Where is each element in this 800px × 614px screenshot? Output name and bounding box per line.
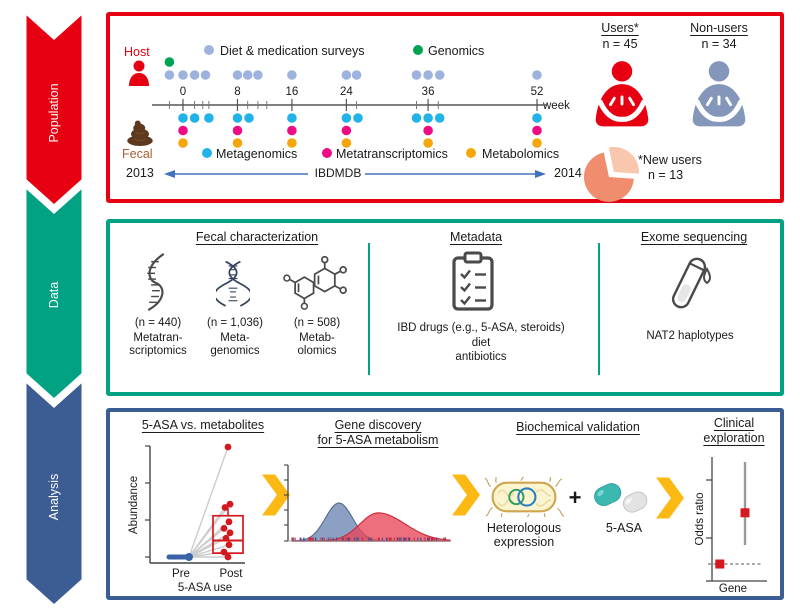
genomics-legend-dot bbox=[413, 45, 423, 55]
metatranscriptomics-name-1: Metatran- bbox=[133, 332, 183, 344]
new-users-count: n = 13 bbox=[648, 168, 684, 182]
bacteria-heterologous-expression-icon bbox=[484, 477, 565, 517]
analysis-step-label: Analysis bbox=[47, 474, 61, 521]
metabolomics-n: (n = 508) bbox=[293, 317, 341, 329]
svg-text:16: 16 bbox=[286, 86, 299, 98]
new-users-label: *New users bbox=[638, 153, 702, 167]
metatranscriptomics-name-2: scriptomics bbox=[129, 345, 187, 357]
population-step-label: Population bbox=[47, 83, 61, 142]
metagenomics-n: (n = 1,036) bbox=[207, 317, 263, 329]
dna-helix-icon bbox=[216, 260, 250, 307]
five-asa-capsule-icon bbox=[594, 483, 648, 513]
pre-post-title: 5-ASA vs. metabolites bbox=[141, 418, 265, 432]
metabolomics-legend-label: Metabolomics bbox=[482, 147, 560, 161]
surveys-legend-dot bbox=[204, 45, 214, 55]
metagenomics-name-2: genomics bbox=[210, 345, 260, 357]
svg-text:52: 52 bbox=[531, 86, 544, 98]
arrow-right-head bbox=[535, 170, 546, 178]
five-asa-label: 5-ASA bbox=[605, 521, 643, 535]
metatranscriptomics-legend-label: Metatranscriptomics bbox=[336, 147, 448, 161]
non-user-abdominal-pain-icon bbox=[692, 61, 746, 127]
pre-post-x-axis-label: 5-ASA use bbox=[177, 582, 233, 594]
data-panel bbox=[106, 219, 784, 396]
biochemical-validation-title: Biochemical validation bbox=[516, 420, 640, 434]
flow-arrow-icon-3 bbox=[656, 477, 684, 519]
molecule-icon bbox=[283, 255, 347, 310]
abundance-axis-label: Abundance bbox=[128, 476, 140, 534]
metagenomics-legend-label: Metagenomics bbox=[216, 147, 298, 161]
svg-text:24: 24 bbox=[340, 86, 353, 98]
plasmid-blue-icon bbox=[517, 487, 537, 507]
svg-text:0: 0 bbox=[180, 86, 186, 98]
data-chevron bbox=[24, 183, 84, 403]
population-panel bbox=[106, 12, 784, 203]
pre-tick-label: Pre bbox=[172, 568, 190, 580]
metabolomics-legend-dot bbox=[466, 148, 476, 158]
gene-axis-label: Gene bbox=[718, 583, 748, 595]
population-chevron bbox=[24, 9, 84, 209]
sampling-timeline-chart: week 0 8 16 24 36 52 bbox=[152, 57, 570, 148]
metadata-line-1: IBD drugs (e.g., 5-ASA, steroids) bbox=[397, 322, 565, 334]
odds-ratio-forest-chart: Odds ratio bbox=[695, 457, 767, 582]
study-span-arrows bbox=[164, 170, 546, 178]
new-users-pie-chart bbox=[583, 147, 639, 202]
test-tube-icon bbox=[671, 257, 711, 309]
metatranscriptomics-legend-dot bbox=[322, 148, 332, 158]
fecal-sample-icon bbox=[127, 120, 153, 146]
plasmid-green-icon bbox=[508, 488, 525, 506]
clinical-title-1: Clinical bbox=[713, 416, 755, 430]
users-title: Users* bbox=[601, 21, 639, 35]
nat2-haplotypes-label: NAT2 haplotypes bbox=[646, 330, 734, 342]
arrow-left-head bbox=[164, 170, 175, 178]
odds-ratio-axis-label: Odds ratio bbox=[695, 492, 706, 545]
heterologous-label-1: Heterologous bbox=[486, 521, 562, 535]
fecal-characterization-title: Fecal characterization bbox=[195, 230, 319, 244]
week-axis-label: week bbox=[542, 100, 570, 112]
users-count: n = 45 bbox=[602, 37, 638, 51]
workflow-step-chevrons: Population Data Analysis bbox=[24, 9, 84, 609]
fecal-label: Fecal bbox=[122, 147, 153, 161]
metadata-line-3: antibiotics bbox=[455, 351, 507, 363]
data-step-label: Data bbox=[47, 282, 61, 308]
clinical-title-2: exploration bbox=[703, 431, 765, 445]
non-users-count: n = 34 bbox=[701, 37, 737, 51]
year-end-label: 2014 bbox=[554, 166, 582, 180]
year-start-label: 2013 bbox=[126, 166, 154, 180]
plus-sign: + bbox=[568, 485, 582, 510]
exome-sequencing-title: Exome sequencing bbox=[640, 230, 748, 244]
metatranscriptomics-n: (n = 440) bbox=[134, 317, 182, 329]
heterologous-label-2: expression bbox=[493, 535, 555, 549]
surveys-legend-label: Diet & medication surveys bbox=[220, 44, 365, 58]
metagenomics-legend-dot bbox=[202, 148, 212, 158]
genomics-legend-label: Genomics bbox=[428, 44, 485, 58]
data-section-divider-1 bbox=[368, 243, 370, 375]
study-name-label: IBDMDB bbox=[314, 166, 362, 180]
host-label: Host bbox=[124, 45, 150, 59]
metabolomics-name-1: Metab- bbox=[299, 332, 335, 344]
metadata-line-2: diet bbox=[471, 337, 491, 349]
data-section-divider-2 bbox=[598, 243, 600, 375]
non-users-title: Non-users bbox=[690, 21, 748, 35]
svg-text:36: 36 bbox=[422, 86, 435, 98]
host-person-icon bbox=[129, 60, 149, 86]
gene-discovery-title-2: for 5-ASA metabolism bbox=[317, 433, 439, 447]
svg-text:8: 8 bbox=[234, 86, 240, 98]
flow-arrow-icon-2 bbox=[452, 474, 480, 516]
gene-discovery-title-1: Gene discovery bbox=[334, 418, 422, 432]
analysis-chevron bbox=[24, 377, 84, 609]
metabolomics-name-2: olomics bbox=[297, 345, 337, 357]
rna-strand-icon bbox=[147, 253, 165, 311]
user-abdominal-pain-icon bbox=[595, 61, 649, 127]
metadata-title: Metadata bbox=[449, 230, 503, 244]
pre-post-abundance-chart: Abundance bbox=[128, 443, 245, 564]
clipboard-checklist-icon bbox=[452, 251, 494, 311]
gene-discovery-density-chart bbox=[284, 464, 451, 542]
metagenomics-name-1: Meta- bbox=[220, 332, 250, 344]
post-tick-label: Post bbox=[219, 568, 243, 580]
